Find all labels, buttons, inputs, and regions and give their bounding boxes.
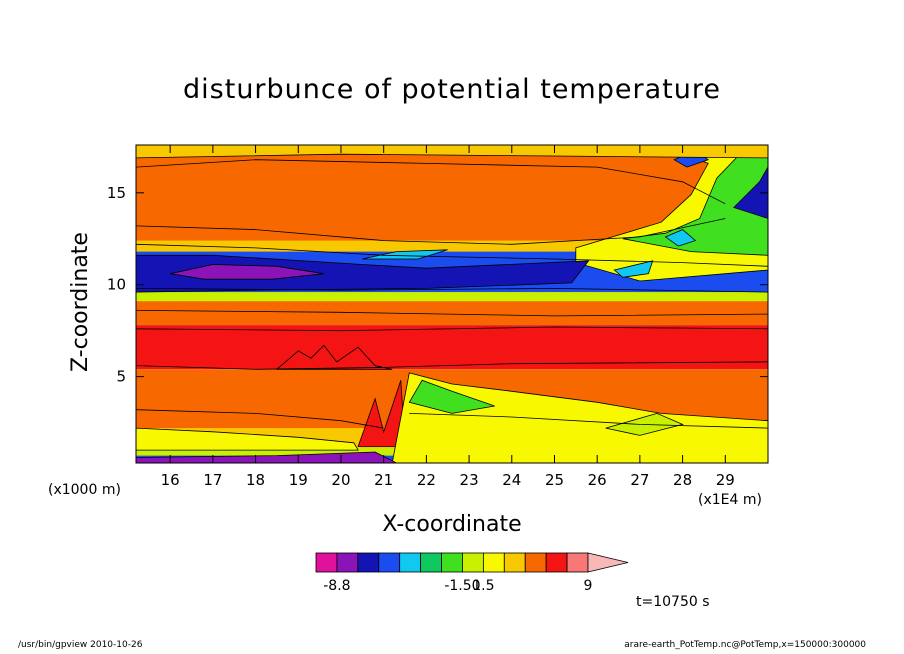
region-cold-purple xyxy=(170,264,324,280)
x-axis-label: X-coordinate xyxy=(382,512,522,537)
x-tick-label: 21 xyxy=(374,471,393,489)
band-warm xyxy=(136,325,768,370)
x-tick-label: 25 xyxy=(545,471,564,489)
region-cyan-small xyxy=(613,260,654,278)
colorbar-swatch xyxy=(336,552,359,573)
y-tick-label: 15 xyxy=(107,184,126,202)
x-tick-label: 19 xyxy=(289,471,308,489)
region-upper-right-cyan xyxy=(664,229,697,247)
colorbar-swatch xyxy=(315,552,338,573)
x-tick-label: 29 xyxy=(716,471,735,489)
colorbar-swatch xyxy=(357,552,380,573)
contour-line-0 xyxy=(136,159,726,205)
footer-left: /usr/bin/gpview 2010-10-26 xyxy=(18,640,143,650)
x-unit-label: (x1000 m) xyxy=(48,482,121,498)
colorbar-swatch xyxy=(524,552,547,573)
x-tick-label: 22 xyxy=(417,471,436,489)
y-tick-label: 10 xyxy=(107,276,126,294)
colorbar-swatch xyxy=(462,552,484,573)
x-tick-label: 17 xyxy=(203,471,222,489)
x-tick-label: 23 xyxy=(460,471,479,489)
colorbar-swatch xyxy=(420,552,442,573)
colorbar-swatch xyxy=(441,552,463,573)
region-top-gold xyxy=(136,145,768,159)
contour-line-1 xyxy=(136,218,726,245)
contour-line-3 xyxy=(136,287,768,293)
colorbar-swatch xyxy=(482,552,505,573)
colorbar-swatch xyxy=(545,552,568,573)
colorbar-label: 9 xyxy=(584,578,593,594)
region-downstream-yellow xyxy=(391,372,768,463)
plot-frame xyxy=(135,144,769,464)
x-tick-label: 24 xyxy=(502,471,521,489)
colorbar-arrow xyxy=(587,552,629,573)
region-warm-plumes xyxy=(275,344,393,370)
contour-line-7 xyxy=(136,409,384,429)
region-bottom-purple xyxy=(136,451,397,463)
colorbar-swatch xyxy=(503,552,526,573)
band-mid xyxy=(136,301,768,326)
colorbar-label: 1.5 xyxy=(472,578,494,594)
x-tick-label: 28 xyxy=(673,471,692,489)
chart-title: disturbunce of potential temperature xyxy=(183,74,721,105)
x-scale-label: (x1E4 m) xyxy=(698,492,762,508)
contour-line-4 xyxy=(136,310,768,317)
region-downstream-green xyxy=(408,379,495,414)
colorbar-label: -8.8 xyxy=(323,578,350,594)
footer-right: arare-earth_PotTemp.nc@PotTemp,x=150000:… xyxy=(624,640,866,650)
colorbar-swatch xyxy=(378,552,401,573)
x-tick-label: 27 xyxy=(630,471,649,489)
colorbar-label: -1.50 xyxy=(444,578,480,594)
region-upper-right-blue xyxy=(733,166,768,219)
y-tick-label: 5 xyxy=(116,368,126,386)
colorbar-swatch xyxy=(399,552,422,573)
time-label: t=10750 s xyxy=(636,594,710,610)
contour-line-8 xyxy=(409,413,768,429)
region-cold-core xyxy=(136,254,590,293)
contour-field xyxy=(136,145,768,463)
colorbar-swatch xyxy=(566,552,589,573)
contour-line-2 xyxy=(136,243,768,267)
contour-line-5 xyxy=(136,326,768,332)
x-tick-label: 20 xyxy=(331,471,350,489)
x-tick-label: 18 xyxy=(246,471,265,489)
x-tick-label: 16 xyxy=(161,471,180,489)
region-lower-yellow xyxy=(136,427,359,451)
x-tick-label: 26 xyxy=(588,471,607,489)
band-transition xyxy=(136,292,768,304)
region-cold-cyan xyxy=(362,249,448,260)
contour-line-6 xyxy=(136,361,768,370)
